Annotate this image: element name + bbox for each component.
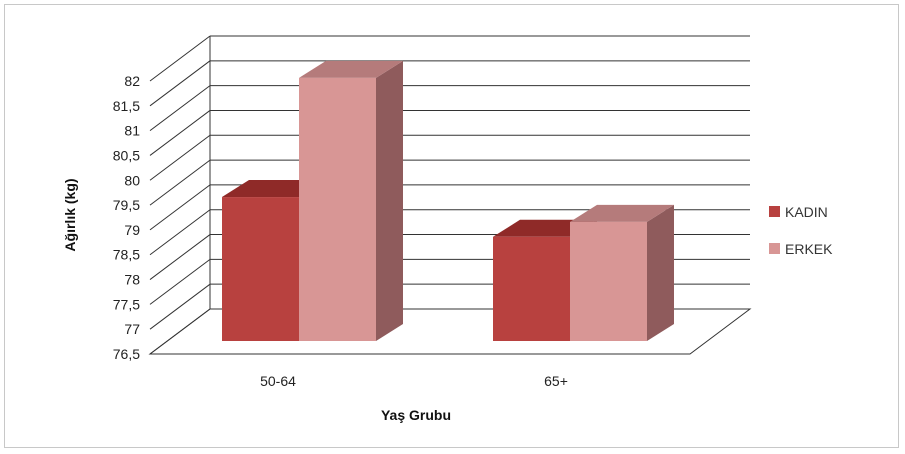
bars <box>222 60 674 341</box>
gridline-side <box>149 234 211 280</box>
bar-side <box>647 204 674 341</box>
bar-kadin-50-64 <box>222 197 299 341</box>
y-tick-label: 79 <box>124 222 140 238</box>
gridline-side <box>149 209 211 256</box>
x-axis-categories: 50-64 65+ <box>260 373 568 389</box>
gridline-side <box>149 134 211 181</box>
y-tick-label: 80,5 <box>113 147 140 163</box>
x-tick-label: 65+ <box>544 373 568 389</box>
bar-erkek-65+ <box>570 221 647 341</box>
y-axis-ticks: 76,5 77 77,5 78 78,5 79 79,5 80 80,5 81 81,5 82 <box>113 73 140 362</box>
x-tick-label: 50-64 <box>260 373 296 389</box>
y-tick-label: 78 <box>124 272 140 288</box>
gridline-side <box>149 258 211 305</box>
y-tick-label: 81 <box>124 123 140 139</box>
gridline-side <box>149 283 211 330</box>
bar-top <box>299 60 403 78</box>
legend-label: KADIN <box>785 204 828 220</box>
y-tick-label: 78,5 <box>113 247 140 263</box>
bar-side <box>376 60 403 341</box>
y-axis-title: Ağırlık (kg) <box>62 178 78 251</box>
gridline-side <box>149 159 211 206</box>
y-tick-label: 80 <box>124 172 140 188</box>
legend-swatch <box>769 243 780 254</box>
bar-kadin-65+ <box>493 236 570 341</box>
legend: KADIN ERKEK <box>769 204 833 257</box>
gridline-side <box>149 308 211 355</box>
legend-label: ERKEK <box>785 241 833 257</box>
gridline-side <box>149 85 211 132</box>
y-tick-label: 79,5 <box>113 197 140 213</box>
gridline-side <box>149 110 211 156</box>
y-tick-label: 77,5 <box>113 296 140 312</box>
y-tick-label: 82 <box>124 73 140 89</box>
bar-erkek-50-64 <box>299 77 376 341</box>
x-axis-title: Yaş Grubu <box>381 407 451 423</box>
y-tick-label: 77 <box>124 321 140 337</box>
y-tick-label: 81,5 <box>113 98 140 114</box>
bar-top <box>570 204 674 222</box>
y-tick-label: 76,5 <box>113 346 140 362</box>
gridline-side <box>149 184 211 231</box>
legend-swatch <box>769 206 780 217</box>
gridline-side <box>149 60 211 107</box>
gridline-side <box>149 35 211 82</box>
